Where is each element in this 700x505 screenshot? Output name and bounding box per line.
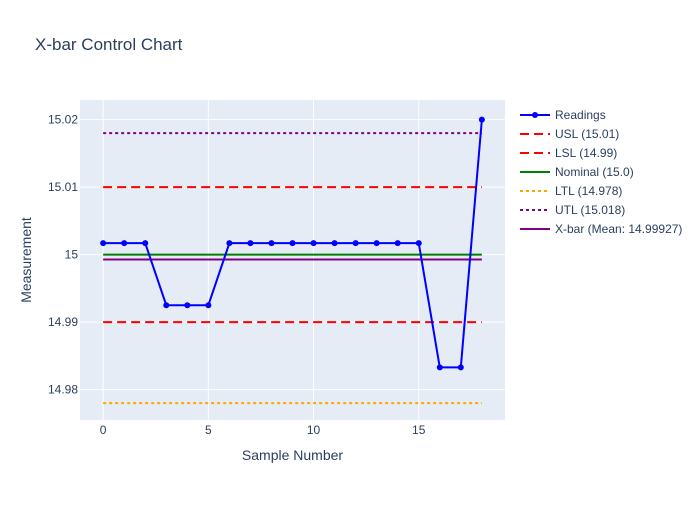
legend-label: UTL (15.018)	[555, 203, 625, 217]
y-tick-label: 14.98	[48, 383, 78, 397]
readings-point[interactable]	[289, 240, 296, 247]
readings-point[interactable]	[478, 116, 485, 123]
legend-item[interactable]: X-bar (Mean: 14.99927)	[520, 222, 682, 236]
legend-label: USL (15.01)	[555, 127, 619, 141]
legend-label: X-bar (Mean: 14.99927)	[555, 222, 682, 236]
readings-point[interactable]	[331, 240, 338, 247]
x-axis-ticks: 0 5 10 15	[100, 423, 426, 437]
legend-label: LTL (14.978)	[555, 184, 622, 198]
legend-item[interactable]: LTL (14.978)	[520, 184, 622, 198]
readings-point[interactable]	[205, 302, 212, 309]
readings-point[interactable]	[163, 302, 170, 309]
readings-point[interactable]	[457, 364, 464, 371]
readings-point[interactable]	[310, 240, 317, 247]
legend-item[interactable]: USL (15.01)	[520, 127, 619, 141]
legend[interactable]: Readings USL (15.01) LSL (14.99) Nominal (1…	[520, 108, 682, 236]
y-axis-label: Measurement	[18, 217, 34, 303]
legend-label: LSL (14.99)	[555, 146, 617, 160]
x-tick-label: 5	[205, 423, 212, 437]
readings-point[interactable]	[436, 364, 443, 371]
y-tick-label: 15.01	[48, 180, 78, 194]
legend-item[interactable]: Readings	[520, 108, 606, 122]
legend-item[interactable]: LSL (14.99)	[520, 146, 617, 160]
y-tick-label: 14.99	[48, 315, 78, 329]
x-axis-label: Sample Number	[242, 447, 343, 463]
readings-point[interactable]	[247, 240, 254, 247]
legend-item[interactable]: UTL (15.018)	[520, 203, 625, 217]
legend-label: Readings	[555, 108, 606, 122]
readings-point[interactable]	[394, 240, 401, 247]
y-tick-label: 15	[65, 248, 79, 262]
readings-point[interactable]	[226, 240, 233, 247]
legend-item[interactable]: Nominal (15.0)	[520, 165, 634, 179]
y-axis-ticks: 14.98 14.99 15 15.01 15.02	[48, 113, 78, 397]
chart-title: X-bar Control Chart	[35, 35, 183, 54]
series-points	[100, 116, 485, 371]
readings-point[interactable]	[184, 302, 191, 309]
x-tick-label: 10	[307, 423, 321, 437]
readings-point[interactable]	[100, 240, 107, 247]
readings-point[interactable]	[352, 240, 359, 247]
readings-point[interactable]	[142, 240, 149, 247]
legend-marker	[532, 112, 538, 118]
legend-label: Nominal (15.0)	[555, 165, 634, 179]
x-tick-label: 0	[100, 423, 107, 437]
readings-point[interactable]	[121, 240, 128, 247]
readings-point[interactable]	[268, 240, 275, 247]
readings-point[interactable]	[415, 240, 422, 247]
readings-point[interactable]	[373, 240, 380, 247]
x-tick-label: 15	[412, 423, 426, 437]
y-tick-label: 15.02	[48, 113, 78, 127]
